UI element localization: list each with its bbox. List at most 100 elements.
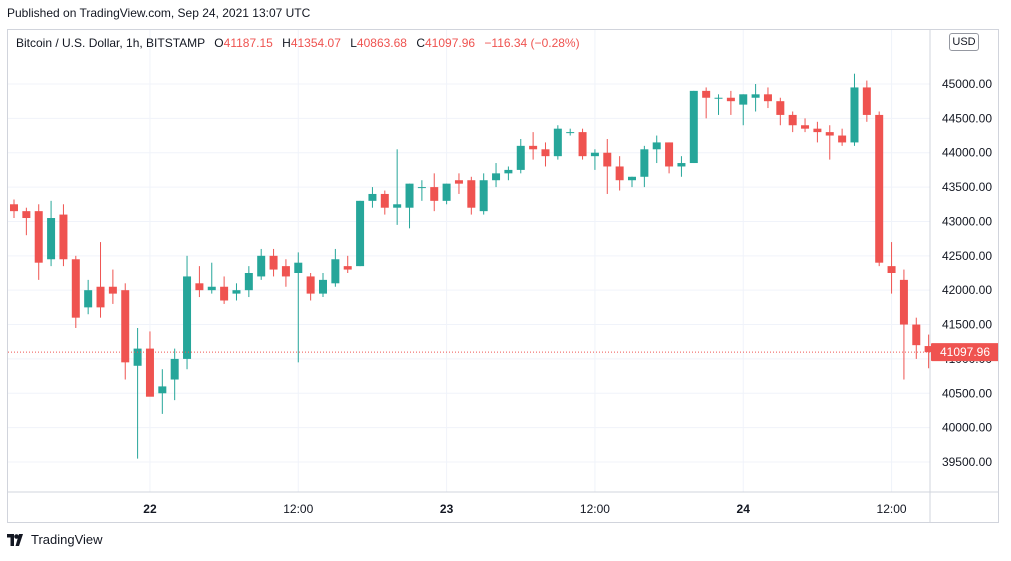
published-caption: Published on TradingView.com, Sep 24, 20… bbox=[7, 6, 311, 20]
legend-low-label: L bbox=[350, 36, 357, 50]
candle-down bbox=[269, 255, 278, 270]
candle-down bbox=[71, 259, 80, 318]
candle-down bbox=[578, 132, 587, 157]
y-tick-label: 40000.00 bbox=[942, 421, 992, 435]
candle-down bbox=[838, 135, 847, 143]
candle-down bbox=[281, 266, 290, 277]
legend-change-value: −116.34 (−0.28%) bbox=[484, 36, 580, 50]
candle-down bbox=[108, 286, 117, 294]
candle-down bbox=[899, 279, 908, 325]
candlestick-chart[interactable]: 39500.0040000.0040500.0041000.0041500.00… bbox=[8, 30, 999, 523]
candle-down bbox=[220, 286, 229, 301]
y-tick-label: 40500.00 bbox=[942, 386, 992, 400]
candle-down bbox=[862, 87, 871, 115]
candle-down bbox=[467, 180, 476, 208]
legend-low-value: 40863.68 bbox=[356, 36, 407, 50]
candle-down bbox=[615, 166, 624, 181]
y-tick-label: 44000.00 bbox=[942, 146, 992, 160]
candle-up bbox=[417, 187, 426, 189]
last-price-tag bbox=[931, 343, 998, 362]
candle-down bbox=[306, 276, 315, 294]
candle-up bbox=[516, 145, 525, 170]
candle-up bbox=[356, 200, 365, 267]
legend-open-label: O bbox=[214, 36, 224, 50]
y-tick-label: 39500.00 bbox=[942, 455, 992, 469]
candle-up bbox=[640, 149, 649, 177]
chart-legend: Bitcoin / U.S. Dollar, 1h, BITSTAMP O411… bbox=[16, 36, 580, 50]
legend-high-label: H bbox=[282, 36, 291, 50]
candle-up bbox=[652, 142, 661, 150]
candle-down bbox=[145, 348, 154, 397]
currency-badge[interactable]: USD bbox=[949, 33, 979, 51]
candle-up bbox=[553, 128, 562, 157]
candle-up bbox=[566, 132, 575, 134]
candle-down bbox=[887, 266, 896, 273]
candle-down bbox=[59, 214, 68, 260]
candle-up bbox=[590, 152, 599, 157]
footer-brand[interactable]: TradingView bbox=[7, 532, 103, 547]
candle-up bbox=[714, 97, 723, 99]
candle-down bbox=[10, 204, 18, 212]
candle-down bbox=[875, 114, 884, 263]
candle-down bbox=[603, 152, 612, 167]
candle-up bbox=[207, 286, 216, 291]
candle-up bbox=[677, 163, 686, 167]
x-tick-label: 00 bbox=[8, 502, 9, 516]
chart-frame[interactable]: 39500.0040000.0040500.0041000.0041500.00… bbox=[7, 29, 999, 523]
y-tick-label: 42500.00 bbox=[942, 249, 992, 263]
y-tick-label: 43500.00 bbox=[942, 180, 992, 194]
y-tick-label: 44500.00 bbox=[942, 111, 992, 125]
y-tick-label: 43000.00 bbox=[942, 214, 992, 228]
candle-down bbox=[788, 114, 797, 126]
legend-symbol: Bitcoin / U.S. Dollar, 1h, BITSTAMP bbox=[16, 36, 205, 50]
candle-up bbox=[133, 348, 142, 366]
candle-up bbox=[158, 386, 167, 394]
candle-up bbox=[232, 290, 241, 294]
candle-down bbox=[121, 290, 130, 363]
candle-down bbox=[34, 211, 43, 263]
candle-up bbox=[244, 273, 253, 291]
candle-down bbox=[195, 283, 204, 291]
candle-down bbox=[763, 94, 772, 102]
candle-down bbox=[430, 187, 439, 201]
y-tick-label: 42000.00 bbox=[942, 283, 992, 297]
candle-up bbox=[479, 180, 488, 212]
y-tick-label: 45000.00 bbox=[942, 77, 992, 91]
candle-up bbox=[504, 169, 513, 174]
candle-up bbox=[257, 255, 266, 277]
x-tick-label: 23 bbox=[440, 502, 454, 516]
candle-up bbox=[850, 87, 859, 143]
candle-up bbox=[628, 176, 636, 181]
x-tick-label: 12:00 bbox=[283, 502, 313, 516]
candle-down bbox=[343, 266, 352, 270]
candle-up bbox=[319, 279, 327, 294]
candle-down bbox=[529, 145, 538, 150]
x-tick-label: 22 bbox=[143, 502, 157, 516]
candle-up bbox=[689, 90, 698, 164]
candle-down bbox=[801, 125, 810, 129]
candle-down bbox=[454, 180, 463, 184]
x-tick-label: 12:00 bbox=[580, 502, 610, 516]
candle-down bbox=[22, 211, 31, 219]
candle-up bbox=[294, 262, 303, 273]
candle-up bbox=[47, 218, 56, 260]
candle-up bbox=[405, 183, 414, 208]
legend-close-value: 41097.96 bbox=[425, 36, 476, 50]
candle-down bbox=[813, 128, 822, 133]
candle-up bbox=[368, 193, 377, 201]
candle-down bbox=[912, 324, 921, 346]
candle-down bbox=[541, 149, 550, 157]
candle-down bbox=[665, 142, 674, 167]
candle-down bbox=[825, 132, 834, 136]
footer-brand-label: TradingView bbox=[31, 532, 103, 547]
legend-high-value: 41354.07 bbox=[290, 36, 341, 50]
y-tick-label: 41500.00 bbox=[942, 318, 992, 332]
candle-up bbox=[442, 183, 451, 201]
candle-down bbox=[726, 97, 735, 102]
candle-up bbox=[751, 94, 760, 98]
candle-up bbox=[393, 204, 402, 208]
tradingview-logo-icon bbox=[7, 533, 23, 546]
candle-down bbox=[96, 286, 105, 308]
candle-up bbox=[331, 259, 340, 284]
candle-up bbox=[739, 94, 748, 105]
